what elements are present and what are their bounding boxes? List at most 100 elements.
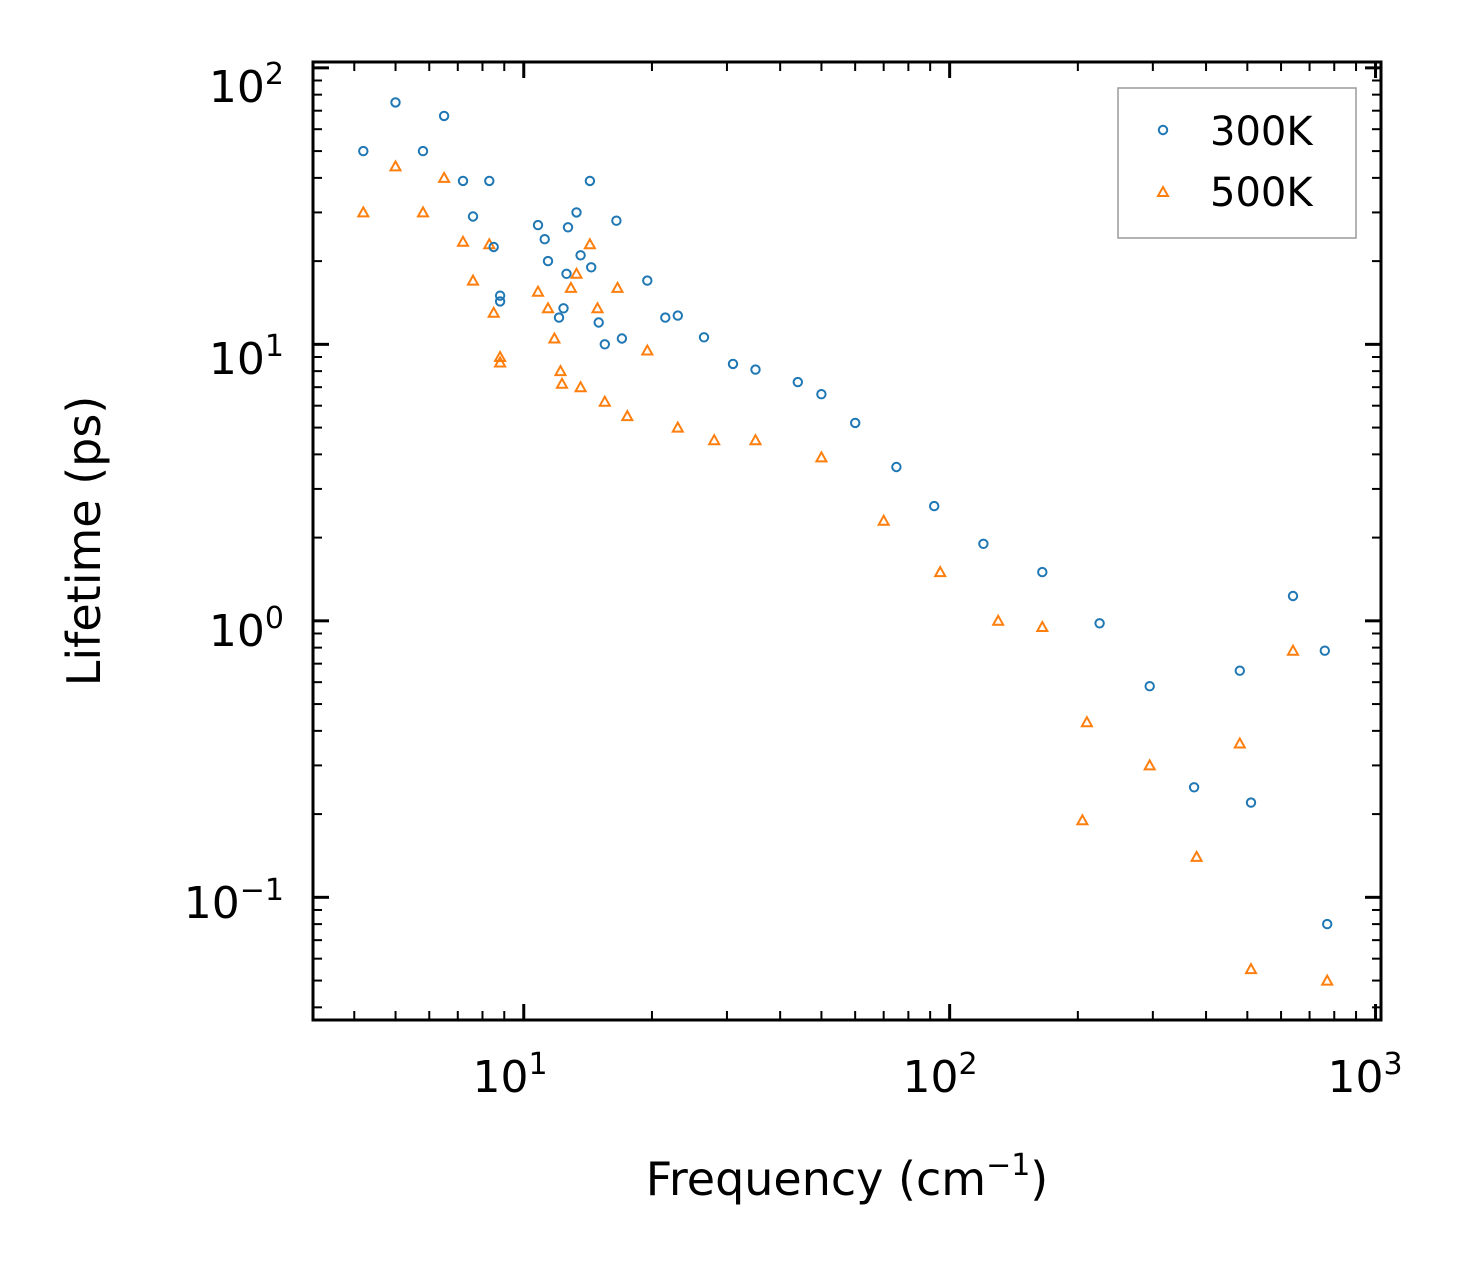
x-tick-label-3: 103 — [1327, 1047, 1402, 1103]
data-point-300K — [1234, 665, 1246, 676]
data-point-500K — [814, 450, 829, 463]
data-point-500K — [493, 355, 507, 368]
data-point-300K — [1319, 645, 1331, 656]
legend-500k-marker — [1156, 184, 1170, 197]
legend-box — [1117, 87, 1357, 239]
data-point-300K — [850, 417, 861, 429]
data-point-500K — [555, 376, 569, 389]
data-point-500K — [569, 266, 584, 279]
data-point-300K — [542, 255, 554, 267]
data-point-500K — [456, 234, 470, 247]
data-point-500K — [1143, 758, 1157, 771]
data-point-500K — [466, 273, 480, 286]
data-point-300K — [672, 310, 683, 321]
data-point-500K — [877, 513, 891, 526]
data-point-300K — [642, 275, 653, 286]
data-point-500K — [547, 331, 562, 344]
data-point-500K — [1233, 736, 1247, 749]
data-point-300K — [1245, 797, 1257, 808]
data-point-300K — [816, 389, 827, 400]
data-point-500K — [748, 433, 763, 446]
x-tick-label-1: 101 — [472, 1047, 547, 1103]
data-point-500K — [553, 364, 568, 377]
data-point-500K — [356, 205, 370, 218]
data-point-300K — [1037, 566, 1048, 578]
legend: 300K 500K — [1117, 87, 1357, 239]
data-point-300K — [484, 175, 495, 187]
data-point-500K — [933, 565, 947, 578]
plot-area — [356, 97, 1334, 986]
data-point-500K — [541, 301, 555, 314]
data-point-500K — [1075, 813, 1090, 826]
data-point-300K — [616, 333, 628, 344]
data-point-300K — [599, 339, 610, 350]
data-point-500K — [437, 170, 451, 183]
data-point-300K — [532, 219, 544, 231]
legend-300k-label: 300K — [1210, 109, 1314, 155]
data-point-300K — [593, 317, 604, 328]
legend-500k-label: 500K — [1210, 170, 1314, 216]
data-point-300K — [727, 358, 739, 370]
series-500k-points — [356, 159, 1334, 986]
data-point-300K — [390, 97, 401, 108]
data-point-500K — [493, 349, 507, 362]
data-point-500K — [707, 433, 721, 446]
data-point-500K — [564, 280, 578, 293]
x-axis-label: Frequency (cm−1) — [646, 1148, 1049, 1206]
data-point-300K — [891, 461, 902, 473]
y-tick-label-1: 100 — [209, 601, 284, 657]
data-point-500K — [531, 284, 545, 297]
data-point-300K — [553, 312, 565, 323]
data-point-500K — [610, 280, 625, 293]
data-point-300K — [561, 268, 572, 279]
data-point-500K — [1286, 643, 1300, 656]
data-point-300K — [1094, 618, 1105, 629]
data-point-300K — [792, 376, 803, 388]
data-point-300K — [558, 303, 569, 314]
series-300k-points — [358, 97, 1333, 930]
data-point-300K — [584, 175, 596, 187]
data-point-500K — [487, 305, 501, 318]
data-point-300K — [660, 312, 671, 323]
data-point-300K — [539, 234, 550, 245]
data-point-500K — [1189, 849, 1204, 862]
data-point-300K — [978, 538, 989, 549]
data-point-300K — [575, 250, 586, 261]
data-point-300K — [467, 211, 479, 222]
data-point-500K — [1244, 962, 1258, 975]
data-point-300K — [438, 110, 450, 122]
axes-frame — [311, 60, 1383, 1022]
data-point-300K — [494, 290, 506, 301]
data-point-500K — [583, 237, 597, 250]
data-point-500K — [991, 613, 1005, 626]
data-point-300K — [698, 332, 710, 343]
data-point-500K — [388, 159, 403, 172]
data-point-500K — [573, 380, 588, 393]
y-tick-label-0.1: 10−1 — [184, 873, 284, 929]
data-point-500K — [671, 420, 685, 433]
data-point-300K — [611, 215, 622, 226]
y-tick-label-10: 101 — [209, 329, 284, 385]
data-point-300K — [417, 145, 429, 157]
data-point-500K — [598, 394, 612, 407]
data-point-300K — [562, 222, 574, 233]
data-point-500K — [590, 301, 605, 314]
data-point-300K — [586, 262, 597, 273]
data-point-300K — [358, 145, 369, 157]
data-point-300K — [457, 175, 469, 187]
data-point-300K — [571, 207, 582, 218]
data-point-500K — [620, 409, 634, 422]
data-point-300K — [488, 241, 499, 253]
data-point-300K — [1144, 681, 1155, 692]
data-point-300K — [1188, 782, 1200, 793]
data-point-500K — [640, 343, 654, 356]
x-tick-label-2: 102 — [902, 1047, 977, 1103]
legend-300k-marker — [1157, 124, 1169, 136]
axis-ticks — [313, 62, 1381, 1020]
data-point-500K — [1320, 973, 1334, 986]
data-point-300K — [494, 296, 506, 307]
data-point-500K — [1035, 619, 1049, 632]
y-axis-label: Lifetime (ps) — [57, 396, 111, 687]
data-point-300K — [1322, 918, 1333, 930]
